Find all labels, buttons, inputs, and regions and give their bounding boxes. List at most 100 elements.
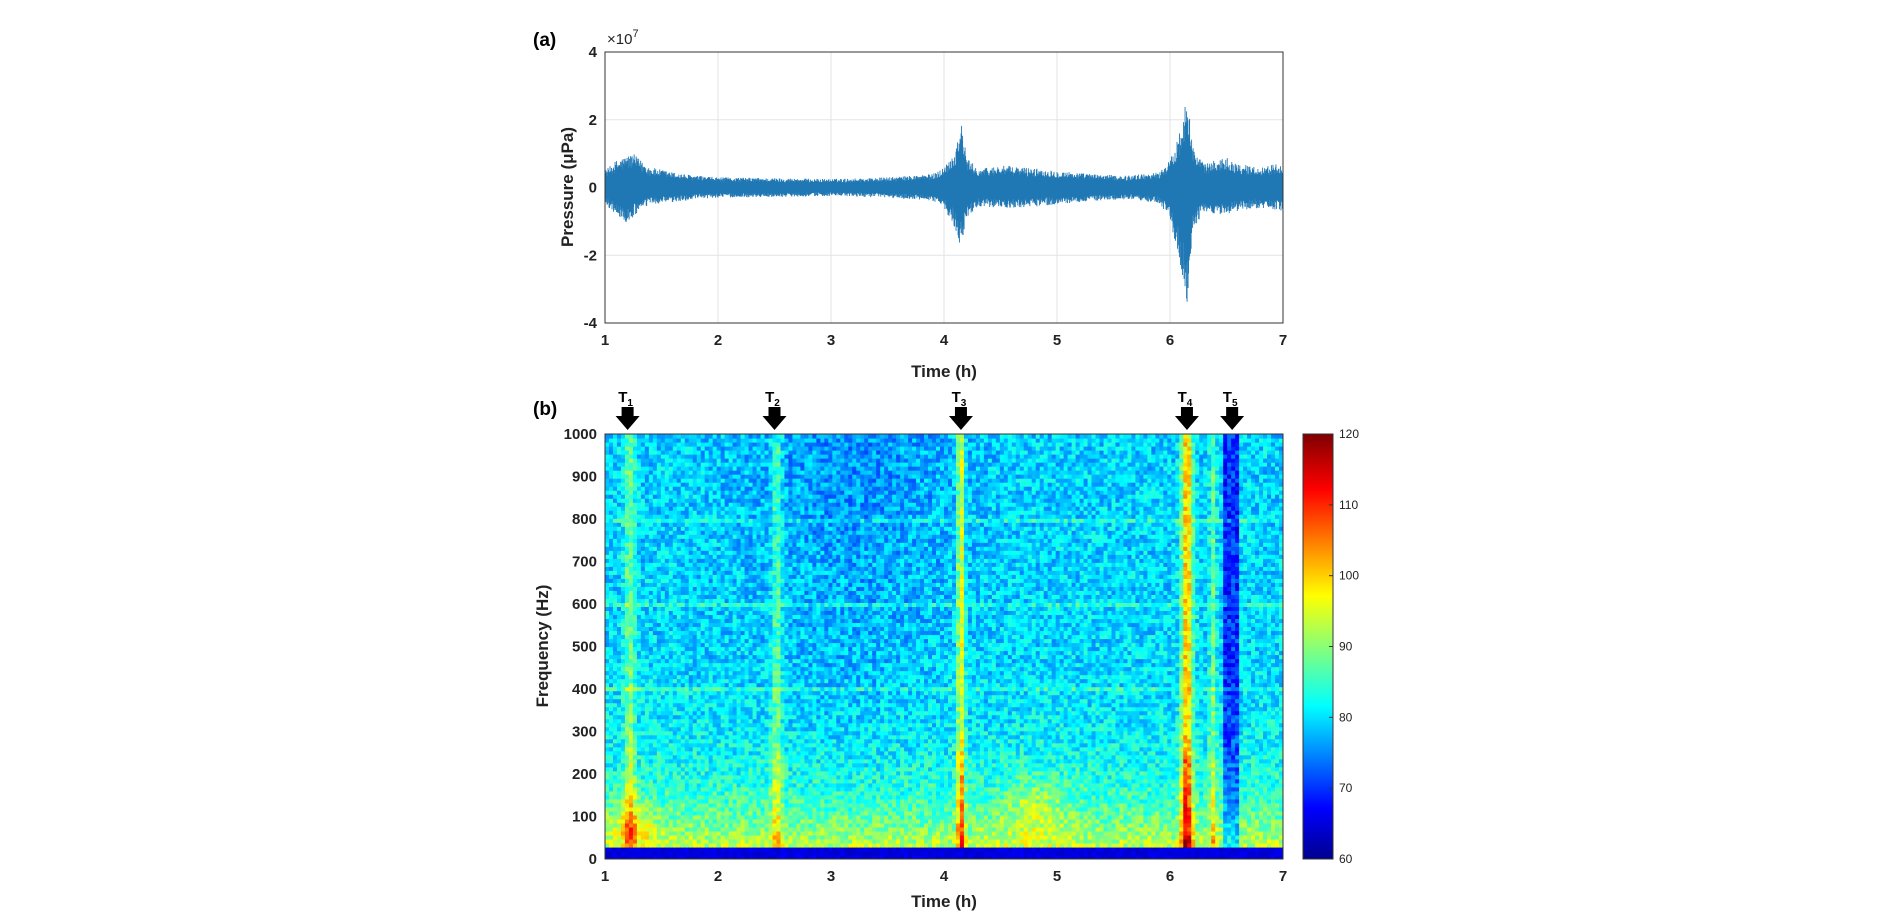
spectrogram-cell [628,634,634,640]
spectrogram-cell [605,662,610,668]
spectrogram-cell [712,694,718,700]
spectrogram-cell [712,654,718,660]
spectrogram-cell [772,682,778,688]
spectrogram-cell [648,642,654,648]
spectrogram-cell [628,522,634,527]
spectrogram-cell [716,558,722,563]
spectrogram-cell [624,790,630,796]
spectrogram-cell [784,434,790,439]
spectrogram-cell [700,434,706,439]
spectrogram-cell [648,778,654,784]
spectrogram-cell [744,510,750,515]
spectrogram-cell [740,470,746,475]
spectrogram-cell [688,690,694,696]
spectrogram-cell [760,610,766,616]
spectrogram-cell [664,518,670,523]
spectrogram-cell [624,678,630,684]
spectrogram-cell [608,678,614,684]
spectrogram-cell [605,718,610,724]
spectrogram-cell [704,454,710,459]
spectrogram-cell [688,770,694,776]
spectrogram-cell [672,650,678,656]
spectrogram-cell [605,610,610,616]
spectrogram-cell [708,794,714,800]
spectrogram-cell [636,458,642,463]
spectrogram-cell [644,534,650,539]
spectrogram-cell [716,754,722,760]
spectrogram-cell [640,530,646,535]
spectrogram-cell [684,738,690,744]
spectrogram-cell [668,710,674,716]
spectrogram-cell [760,514,766,519]
spectrogram-cell [680,590,686,595]
spectrogram-cell [636,634,642,640]
spectrogram-cell [624,734,630,740]
spectrogram-cell [660,598,666,603]
spectrogram-cell [656,490,662,495]
spectrogram-cell [660,554,666,559]
spectrogram-cell [716,602,722,608]
spectrogram-cell [620,842,626,848]
spectrogram-cell [652,574,658,579]
spectrogram-cell [624,586,630,591]
spectrogram-cell [720,434,726,439]
spectrogram-cell [620,854,626,859]
spectrogram-cell [636,658,642,664]
spectrogram-cell [656,730,662,736]
spectrogram-cell [704,810,710,816]
spectrogram-cell [700,722,706,728]
spectrogram-cell [688,486,694,491]
spectrogram-cell [684,742,690,748]
spectrogram-cell [756,830,762,836]
spectrogram-cell [612,482,618,487]
spectrogram-cell [605,770,610,776]
spectrogram-cell [624,466,630,471]
spectrogram-cell [768,498,774,503]
spectrogram-cell [684,546,690,551]
spectrogram-cell [728,842,734,848]
spectrogram-cell [684,646,690,652]
spectrogram-cell [776,530,782,535]
spectrogram-cell [772,522,778,527]
spectrogram-cell [780,498,786,503]
spectrogram-cell [640,686,646,692]
spectrogram-cell [708,474,714,479]
y-exponent-label: ×107 [607,28,639,48]
spectrogram-cell [768,446,774,451]
spectrogram-cell [784,766,790,772]
spectrogram-cell [636,742,642,748]
spectrogram-cell [660,630,666,636]
spectrogram-cell [764,542,770,547]
spectrogram-cell [688,650,694,656]
spectrogram-cell [652,810,658,816]
spectrogram-cell [672,546,678,551]
spectrogram-cell [652,514,658,519]
spectrogram-cell [732,846,738,852]
spectrogram-cell [680,490,686,495]
spectrogram-cell [684,678,690,684]
spectrogram-cell [680,446,686,451]
spectrogram-cell [712,758,718,764]
spectrogram-cell [768,770,774,776]
spectrogram-cell [716,714,722,720]
spectrogram-cell [744,638,750,644]
spectrogram-cell [716,438,722,443]
spectrogram-cell [692,718,698,724]
spectrogram-cell [676,822,682,828]
spectrogram-cell [712,622,718,628]
spectrogram-cell [732,730,738,736]
spectrogram-cell [772,610,778,616]
spectrogram-cell [624,706,630,712]
spectrogram-cell [764,814,770,820]
spectrogram-cell [724,726,730,732]
spectrogram-cell [716,542,722,547]
spectrogram-cell [672,738,678,744]
spectrogram-cell [740,778,746,784]
spectrogram-cell [680,778,686,784]
spectrogram-cell [764,586,770,591]
spectrogram-cell [652,442,658,447]
spectrogram-cell [616,742,622,748]
spectrogram-cell [628,462,634,467]
spectrogram-cell [708,690,714,696]
spectrogram-cell [760,482,766,487]
